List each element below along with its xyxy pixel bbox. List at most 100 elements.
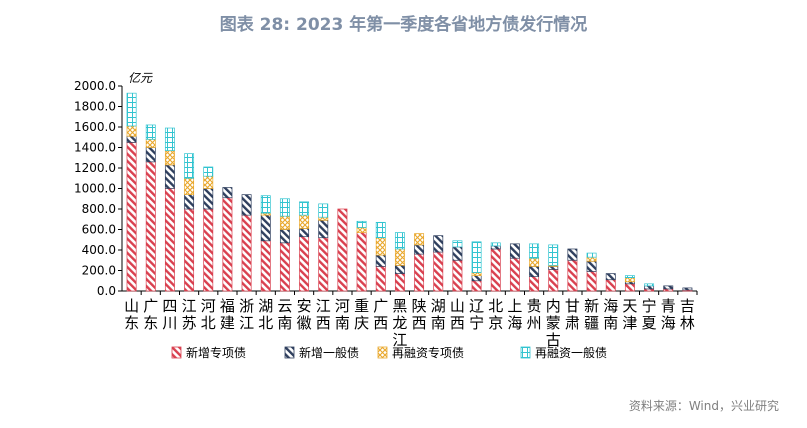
bar-segment-内蒙古-新增一般债 <box>548 266 559 270</box>
bar-segment-江西-新增一般债 <box>318 219 329 239</box>
x-tick-label-甘肃: 肃 <box>565 314 580 332</box>
x-tick-label-新疆: 疆 <box>584 314 599 332</box>
x-tick-label-浙江: 浙 <box>239 297 254 315</box>
bar-segment-福建-新增一般债 <box>222 187 233 199</box>
bar-segment-福建-新增专项债 <box>222 197 233 292</box>
x-tick-label-山西: 西 <box>450 314 465 332</box>
legend-swatch-再融资专项债 <box>377 346 388 359</box>
bar-segment-河南-新增专项债 <box>337 208 348 292</box>
bar-segment-贵州-再融资专项债 <box>529 257 540 267</box>
bar-segment-新疆-再融资一般债 <box>586 252 597 258</box>
bar-segment-上海-新增一般债 <box>509 243 520 259</box>
legend-swatch-新增专项债 <box>171 346 182 359</box>
bar-segment-山西-新增一般债 <box>452 246 463 261</box>
bar-segment-四川-再融资一般债 <box>164 127 175 151</box>
x-tick-label-内蒙古: 内 <box>546 297 561 315</box>
bar-segment-浙江-新增专项债 <box>241 214 252 292</box>
bar-segment-湖南-新增专项债 <box>433 251 444 292</box>
bar-segment-贵州-再融资一般债 <box>529 243 540 259</box>
bar-segment-辽宁-新增专项债 <box>471 280 482 292</box>
x-tick-label-陕西: 陕 <box>412 297 427 315</box>
bar-segment-广西-新增专项债 <box>375 266 386 292</box>
legend-label-再融资一般债: 再融资一般债 <box>535 345 607 360</box>
y-tick-label: 1800.0 <box>74 100 116 114</box>
bar-segment-山东-新增专项债 <box>126 142 137 292</box>
bar-segment-四川-新增一般债 <box>164 164 175 189</box>
x-tick-label-江西: 西 <box>316 314 331 332</box>
bar-segment-辽宁-新增一般债 <box>471 275 482 282</box>
bar-segment-云南-新增一般债 <box>279 229 290 244</box>
x-tick-label-黑龙江: 黑 <box>392 297 407 315</box>
bar-segment-贵州-新增专项债 <box>529 276 540 292</box>
legend: 新增专项债 新增一般债 再融资专项债 再融资一般债 <box>171 345 607 360</box>
bar-segment-天津-再融资一般债 <box>624 275 635 279</box>
x-tick-label-湖北: 湖 <box>258 297 273 315</box>
bar-segment-山西-再融资一般债 <box>452 240 463 248</box>
bar-segment-湖南-新增一般债 <box>433 235 444 253</box>
x-tick-label-海南: 海 <box>603 297 618 315</box>
bar-segment-山东-再融资一般债 <box>126 92 137 127</box>
y-tick-label: 1000.0 <box>74 182 116 196</box>
x-tick-label-辽宁: 宁 <box>469 314 484 332</box>
x-tick-label-北京: 北 <box>488 297 503 315</box>
x-tick-label-山东: 东 <box>124 314 139 332</box>
y-tick-label: 1400.0 <box>74 141 116 155</box>
bar-segment-安徽-新增一般债 <box>299 228 310 238</box>
bar-segment-新疆-新增专项债 <box>586 271 597 292</box>
bar-segment-宁夏-再融资一般债 <box>644 283 655 287</box>
x-tick-label-重庆: 庆 <box>354 314 369 332</box>
bar-segment-安徽-再融资一般债 <box>299 201 310 216</box>
x-tick-label-甘肃: 甘 <box>565 297 580 315</box>
x-tick-label-青海: 海 <box>661 314 676 332</box>
bar-segment-陕西-新增专项债 <box>414 253 425 292</box>
bar-segment-浙江-新增一般债 <box>241 194 252 216</box>
bar-segment-海南-新增一般债 <box>605 273 616 281</box>
bar-segment-重庆-再融资专项债 <box>356 227 367 233</box>
bar-segment-广东-再融资专项债 <box>145 138 156 148</box>
bar-segment-甘肃-新增专项债 <box>567 259 578 292</box>
bar-segment-山东-新增一般债 <box>126 135 137 143</box>
bar-segment-江西-再融资一般债 <box>318 203 329 218</box>
bar-segment-江苏-再融资一般债 <box>184 153 195 179</box>
legend-label-新增专项债: 新增专项债 <box>186 345 246 360</box>
x-tick-label-四川: 川 <box>162 314 177 332</box>
y-unit-label: 亿元 <box>128 71 153 85</box>
y-tick-label: 400.0 <box>82 243 116 257</box>
x-tick-label-新疆: 新 <box>584 297 599 315</box>
x-tick-label-河南: 南 <box>335 314 350 332</box>
bar-segment-北京-再融资一般债 <box>490 242 501 247</box>
bar-segment-天津-新增专项债 <box>624 283 635 292</box>
x-tick-label-河北: 北 <box>201 314 216 332</box>
bar-segment-重庆-再融资一般债 <box>356 220 367 228</box>
x-tick-label-福建: 建 <box>220 314 235 332</box>
x-tick-label-湖北: 北 <box>258 314 273 332</box>
bar-segment-山西-新增专项债 <box>452 259 463 292</box>
axes: 0.0 200.0 400.0 600.0 800.0 1000.0 1200.0 1400.… <box>74 71 698 298</box>
bar-segment-宁夏-新增一般债 <box>644 285 655 290</box>
x-tick-label-广东: 东 <box>143 314 158 332</box>
bar-segment-广西-再融资专项债 <box>375 237 386 256</box>
bar-segment-陕西-新增一般债 <box>414 244 425 255</box>
x-tick-label-重庆: 重 <box>354 297 369 315</box>
bar-segment-河北-新增专项债 <box>203 208 214 292</box>
x-tick-label-广西: 西 <box>373 314 388 332</box>
bar-segment-辽宁-再融资专项债 <box>471 272 482 276</box>
y-tick-label: 0.0 <box>97 284 116 298</box>
y-tick-label: 600.0 <box>82 223 116 237</box>
bar-segment-四川-新增专项债 <box>164 188 175 292</box>
x-tick-label-云南: 云 <box>277 297 292 315</box>
bar-segment-安徽-新增专项债 <box>299 236 310 292</box>
bar-segment-广西-新增一般债 <box>375 254 386 267</box>
x-tick-label-吉林: 林 <box>680 314 695 332</box>
bar-segment-河北-再融资一般债 <box>203 166 214 177</box>
bar-segment-云南-再融资专项债 <box>279 215 290 230</box>
bar-segment-天津-再融资专项债 <box>624 277 635 283</box>
bar-segment-四川-再融资专项债 <box>164 150 175 166</box>
x-tick-label-安徽: 安 <box>297 297 312 315</box>
x-tick-label-天津: 津 <box>622 314 637 332</box>
bar-segment-广东-新增专项债 <box>145 161 156 292</box>
x-tick-label-内蒙古: 蒙 <box>546 314 561 332</box>
x-tick-label-湖南: 南 <box>431 314 446 332</box>
bar-segment-青海-新增一般债 <box>663 285 674 290</box>
